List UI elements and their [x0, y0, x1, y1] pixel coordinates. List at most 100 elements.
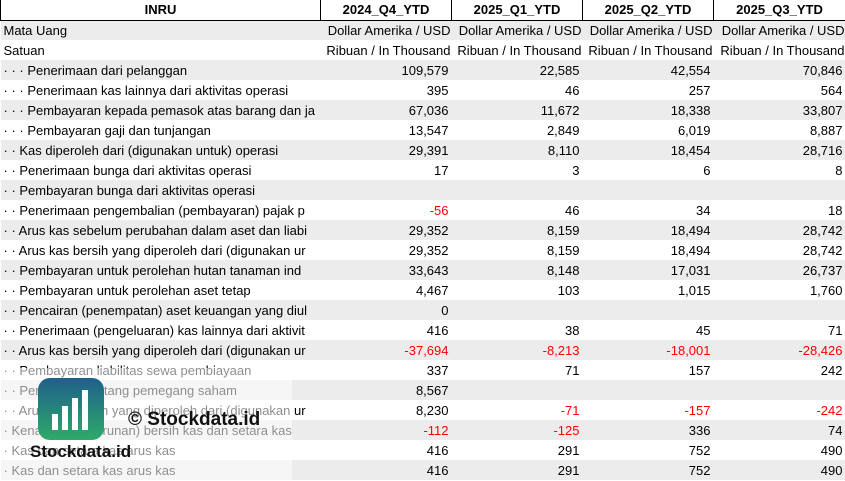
value-cell: 28,742	[713, 240, 845, 260]
value-cell: 291	[451, 440, 583, 460]
value-cell: 71	[451, 360, 583, 380]
value-cell: 752	[582, 460, 714, 480]
meta-cell: Ribuan / In Thousand	[713, 40, 845, 60]
value-cell: 8,887	[713, 120, 845, 140]
meta-cell: Dollar Amerika / USD	[451, 20, 583, 40]
value-cell: 109,579	[320, 60, 452, 80]
meta-row: Mata Uang Dollar Amerika / USD Dollar Amer…	[0, 20, 845, 40]
meta-cell: Dollar Amerika / USD	[320, 20, 452, 40]
meta-cell: Ribuan / In Thousand	[320, 40, 452, 60]
value-cell: 74	[713, 420, 845, 440]
watermark-copyright: © Stockdata.id	[128, 409, 261, 430]
row-label: · · Kas diperoleh dari (digunakan untuk)…	[0, 140, 321, 160]
value-cell: 22,585	[451, 60, 583, 80]
table-row: · · Arus kas bersih yang diperoleh dari …	[0, 340, 845, 360]
value-cell: 291	[451, 460, 583, 480]
value-cell: 17	[320, 160, 452, 180]
table-row: · · Pembayaran bunga dari aktivitas oper…	[0, 180, 845, 200]
value-cell: 29,391	[320, 140, 452, 160]
value-cell: 38	[451, 320, 583, 340]
value-cell: 45	[582, 320, 714, 340]
table-row: · · Penerimaan (pengeluaran) kas lainnya…	[0, 320, 845, 340]
value-cell: 490	[713, 440, 845, 460]
value-cell: 157	[582, 360, 714, 380]
value-cell: 8,110	[451, 140, 583, 160]
row-label: · · · Penerimaan dari pelanggan	[0, 60, 321, 80]
value-cell: 4,467	[320, 280, 452, 300]
column-header-period: 2024_Q4_YTD	[320, 0, 452, 21]
meta-cell: Dollar Amerika / USD	[713, 20, 845, 40]
row-label: · · Pembayaran bunga dari aktivitas oper…	[0, 180, 321, 200]
value-cell: 46	[451, 200, 583, 220]
table-row: · · · Penerimaan kas lainnya dari aktivi…	[0, 80, 845, 100]
column-header-label: INRU	[0, 0, 321, 21]
value-cell: 336	[582, 420, 714, 440]
value-cell: 416	[320, 320, 452, 340]
value-cell: -18,001	[582, 340, 714, 360]
value-cell: 564	[713, 80, 845, 100]
value-cell: -71	[451, 400, 583, 420]
value-cell: 103	[451, 280, 583, 300]
value-cell: 46	[451, 80, 583, 100]
table-row: · · Penerimaan pengembalian (pembayaran)…	[0, 200, 845, 220]
value-cell: 67,036	[320, 100, 452, 120]
value-cell: 1,015	[582, 280, 714, 300]
value-cell: 1,760	[713, 280, 845, 300]
value-cell: 2,849	[451, 120, 583, 140]
value-cell: 18,454	[582, 140, 714, 160]
value-cell	[451, 380, 583, 400]
value-cell: 8,567	[320, 380, 452, 400]
value-cell: 8,148	[451, 260, 583, 280]
value-cell: 13,547	[320, 120, 452, 140]
value-cell: 490	[713, 460, 845, 480]
value-cell: 242	[713, 360, 845, 380]
row-label: · · Arus kas sebelum perubahan dalam ase…	[0, 220, 321, 240]
value-cell: 18,338	[582, 100, 714, 120]
row-label: · · Pembayaran untuk perolehan hutan tan…	[0, 260, 321, 280]
value-cell: 6	[582, 160, 714, 180]
value-cell: 8	[713, 160, 845, 180]
value-cell: 17,031	[582, 260, 714, 280]
value-cell: 34	[582, 200, 714, 220]
value-cell: -242	[713, 400, 845, 420]
table-row: · · Pencairan (penempatan) aset keuangan…	[0, 300, 845, 320]
column-header-period: 2025_Q3_YTD	[713, 0, 845, 21]
value-cell: 18	[713, 200, 845, 220]
value-cell: -157	[582, 400, 714, 420]
table-row: · · · Pembayaran gaji dan tunjangan 13,54…	[0, 120, 845, 140]
row-label: · · Arus kas bersih yang diperoleh dari …	[0, 340, 321, 360]
row-label: · · Arus kas bersih yang diperoleh dari …	[0, 240, 321, 260]
value-cell: 71	[713, 320, 845, 340]
value-cell: -28,426	[713, 340, 845, 360]
value-cell: 26,737	[713, 260, 845, 280]
value-cell: -56	[320, 200, 452, 220]
meta-cell: Dollar Amerika / USD	[582, 20, 714, 40]
value-cell: 28,716	[713, 140, 845, 160]
value-cell: 70,846	[713, 60, 845, 80]
value-cell: 42,554	[582, 60, 714, 80]
value-cell: -112	[320, 420, 452, 440]
value-cell: 752	[582, 440, 714, 460]
value-cell	[451, 180, 583, 200]
value-cell: 3	[451, 160, 583, 180]
row-label: · · Pembayaran untuk perolehan aset teta…	[0, 280, 321, 300]
value-cell: -8,213	[451, 340, 583, 360]
value-cell	[320, 180, 452, 200]
row-label: · · Penerimaan pengembalian (pembayaran)…	[0, 200, 321, 220]
value-cell: 28,742	[713, 220, 845, 240]
value-cell: 257	[582, 80, 714, 100]
value-cell: 29,352	[320, 220, 452, 240]
header-row: INRU 2024_Q4_YTD 2025_Q1_YTD 2025_Q2_YTD…	[0, 0, 845, 21]
column-header-period: 2025_Q2_YTD	[582, 0, 714, 21]
value-cell: -37,694	[320, 340, 452, 360]
value-cell	[582, 300, 714, 320]
value-cell	[582, 380, 714, 400]
table-row: · · Pembayaran untuk perolehan hutan tan…	[0, 260, 845, 280]
table-row: · · Penerimaan bunga dari aktivitas oper…	[0, 160, 845, 180]
value-cell: 416	[320, 440, 452, 460]
value-cell: 8,230	[320, 400, 452, 420]
row-label: · · · Penerimaan kas lainnya dari aktivi…	[0, 80, 321, 100]
value-cell	[582, 180, 714, 200]
watermark-brand: Stockdata.id	[30, 442, 132, 461]
